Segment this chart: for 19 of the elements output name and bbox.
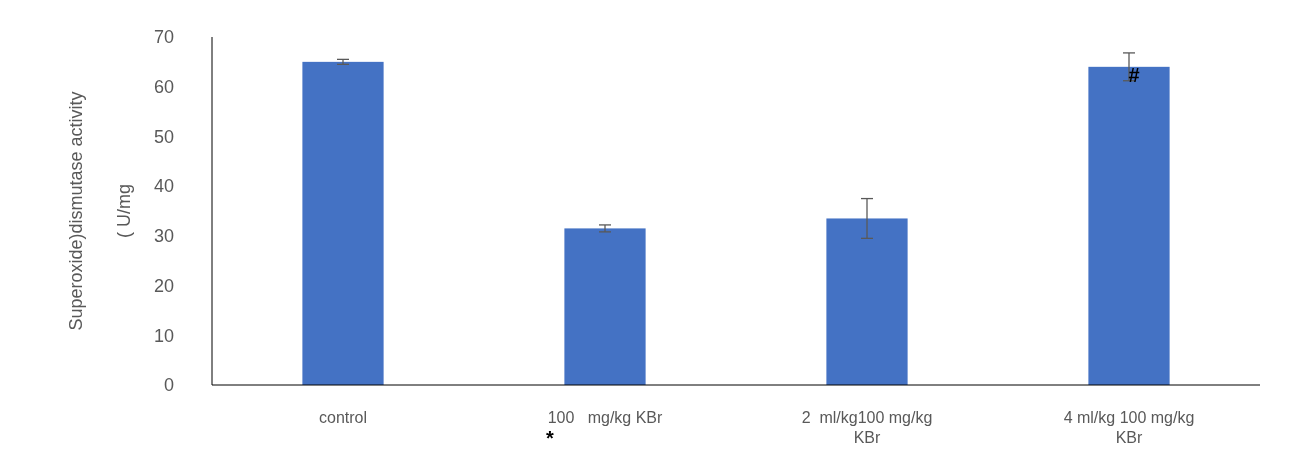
- y-tick-label: 70: [153, 27, 174, 48]
- bar: [826, 218, 908, 385]
- y-tick-label: 60: [153, 77, 174, 98]
- x-tick-label: 4 ml/kg 100 mg/kg KBr: [1063, 409, 1195, 446]
- y-tick-label: 30: [153, 226, 174, 247]
- annotation: #: [1128, 63, 1140, 86]
- y-tick-label: 0: [163, 375, 174, 396]
- bar: [1088, 66, 1170, 385]
- y-tick-label: 10: [153, 325, 174, 346]
- x-tick-label: control: [318, 409, 368, 426]
- bar: [564, 228, 646, 385]
- x-tick-label: 100 mg/kg KBr: [547, 409, 664, 426]
- x-tick-label: 2 ml/kg100 mg/kg KBr: [801, 409, 933, 446]
- y-tick-label: 20: [153, 275, 174, 296]
- text: Superoxide)dismutase activity ( U/mg: [66, 91, 134, 331]
- y-tick-label: 40: [153, 176, 174, 197]
- bar: [302, 61, 384, 385]
- y-tick-label: 50: [153, 126, 174, 147]
- text: *: [546, 427, 555, 449]
